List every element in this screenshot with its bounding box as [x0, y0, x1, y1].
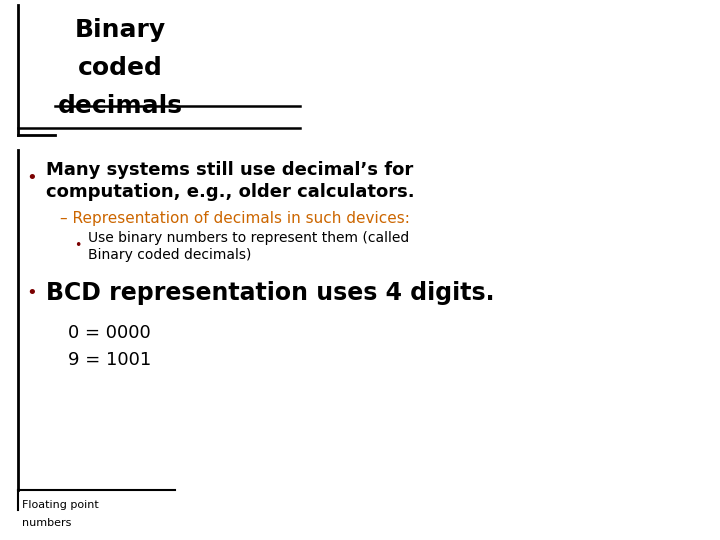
Text: coded: coded [78, 56, 163, 80]
Text: •: • [27, 169, 37, 187]
Text: Floating point: Floating point [22, 500, 99, 510]
Text: Binary coded decimals): Binary coded decimals) [88, 248, 251, 262]
Text: – Representation of decimals in such devices:: – Representation of decimals in such dev… [60, 211, 410, 226]
Text: Binary: Binary [74, 18, 166, 42]
Text: decimals: decimals [58, 94, 182, 118]
Text: •: • [74, 239, 81, 252]
Text: 9 = 1001: 9 = 1001 [68, 351, 151, 369]
Text: computation, e.g., older calculators.: computation, e.g., older calculators. [46, 183, 415, 201]
Text: Many systems still use decimal’s for: Many systems still use decimal’s for [46, 161, 413, 179]
Text: Use binary numbers to represent them (called: Use binary numbers to represent them (ca… [88, 231, 409, 245]
Text: 0 = 0000: 0 = 0000 [68, 324, 150, 342]
Text: •: • [27, 284, 37, 302]
Text: numbers: numbers [22, 518, 71, 528]
Text: BCD representation uses 4 digits.: BCD representation uses 4 digits. [46, 281, 495, 305]
